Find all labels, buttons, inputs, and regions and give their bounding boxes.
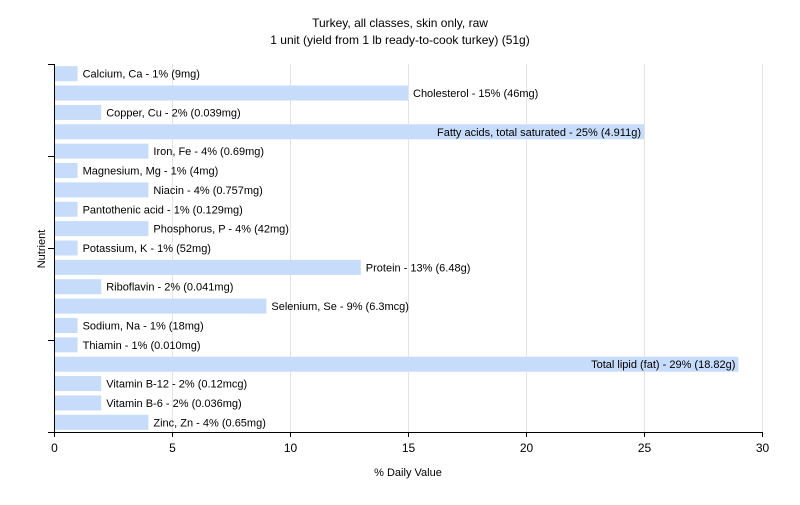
bar xyxy=(54,143,149,159)
x-tick-label: 20 xyxy=(520,441,534,455)
x-tick-label: 0 xyxy=(51,441,58,455)
bar xyxy=(54,124,644,140)
x-tick-label: 15 xyxy=(402,441,416,455)
bar xyxy=(54,376,102,392)
bar xyxy=(54,414,149,430)
bar xyxy=(54,85,408,101)
bar xyxy=(54,201,78,217)
bar-label: Vitamin B-6 - 2% (0.036mg) xyxy=(106,398,242,410)
bars: Calcium, Ca - 1% (9mg) Cholesterol - 15% … xyxy=(54,66,739,430)
bar-label: Phosphorus, P - 4% (42mg) xyxy=(153,224,289,236)
axes: 0 5 10 15 20 25 30 xyxy=(48,64,769,455)
bar-label: Calcium, Ca - 1% (9mg) xyxy=(83,69,200,81)
gridlines xyxy=(172,64,763,432)
y-axis-title: Nutrient xyxy=(36,230,48,269)
bar xyxy=(54,356,739,372)
bar-label: Pantothenic acid - 1% (0.129mg) xyxy=(83,204,243,216)
bar xyxy=(54,337,78,353)
chart-subtitle: 1 unit (yield from 1 lb ready-to-cook tu… xyxy=(270,33,529,47)
x-tick-label: 25 xyxy=(638,441,652,455)
bar-label: Selenium, Se - 9% (6.3mcg) xyxy=(271,301,409,313)
bar-label: Cholesterol - 15% (46mg) xyxy=(413,88,538,100)
bar xyxy=(54,182,149,198)
bar xyxy=(54,221,149,237)
x-tick-label: 10 xyxy=(284,441,298,455)
bar xyxy=(54,317,78,333)
bar-label: Total lipid (fat) - 29% (18.82g) xyxy=(591,359,735,371)
bar xyxy=(54,163,78,179)
x-tick-label: 30 xyxy=(756,441,770,455)
bar-label: Iron, Fe - 4% (0.69mg) xyxy=(153,146,264,158)
bar xyxy=(54,279,102,295)
bar xyxy=(54,259,361,275)
chart-title: Turkey, all classes, skin only, raw xyxy=(312,16,488,30)
bar-label: Vitamin B-12 - 2% (0.12mcg) xyxy=(106,379,247,391)
bar-label: Magnesium, Mg - 1% (4mg) xyxy=(83,166,219,178)
bar-label: Zinc, Zn - 4% (0.65mg) xyxy=(153,417,265,429)
bar-label: Riboflavin - 2% (0.041mg) xyxy=(106,282,233,294)
bar-label: Copper, Cu - 2% (0.039mg) xyxy=(106,107,241,119)
bar xyxy=(54,395,102,411)
bar-label: Fatty acids, total saturated - 25% (4.91… xyxy=(437,127,641,139)
bar xyxy=(54,66,78,82)
bar-label: Potassium, K - 1% (52mg) xyxy=(83,243,211,255)
bar xyxy=(54,298,267,314)
bar xyxy=(54,240,78,256)
bar-label: Protein - 13% (6.48g) xyxy=(366,262,471,274)
bar-label: Niacin - 4% (0.757mg) xyxy=(153,185,262,197)
x-axis-title: % Daily Value xyxy=(374,467,442,479)
x-tick-label: 5 xyxy=(169,441,176,455)
bar xyxy=(54,104,102,120)
bar-label: Sodium, Na - 1% (18mg) xyxy=(83,320,204,332)
bar-label: Thiamin - 1% (0.010mg) xyxy=(83,340,201,352)
